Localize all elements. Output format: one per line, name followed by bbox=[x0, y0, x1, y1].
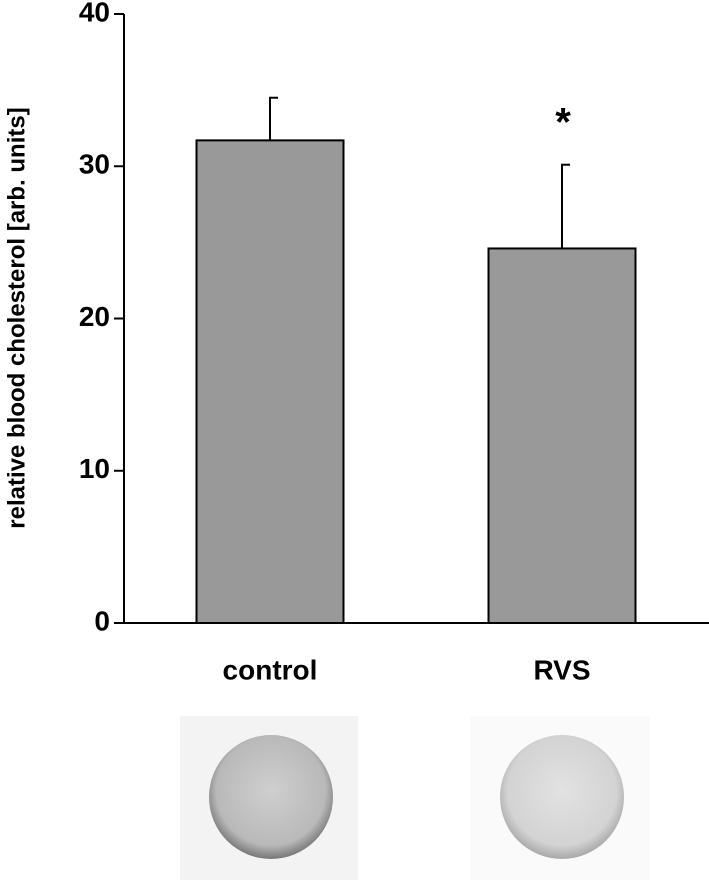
x-tick-label: control bbox=[223, 654, 318, 685]
y-tick-label: 40 bbox=[79, 0, 110, 27]
bar bbox=[195, 139, 345, 624]
y-tick-label: 20 bbox=[79, 301, 110, 332]
y-tick-label: 30 bbox=[79, 149, 110, 180]
y-tick-label: 0 bbox=[94, 605, 110, 636]
y-tick-label: 10 bbox=[79, 453, 110, 484]
blot-dot bbox=[500, 735, 624, 859]
y-axis-label: relative blood cholesterol [arb. units] bbox=[3, 107, 30, 528]
bar bbox=[487, 247, 637, 624]
blot-dot bbox=[209, 735, 333, 859]
x-tick-label: RVS bbox=[533, 654, 590, 685]
significance-marker: * bbox=[555, 100, 571, 144]
blot-images bbox=[180, 716, 650, 880]
